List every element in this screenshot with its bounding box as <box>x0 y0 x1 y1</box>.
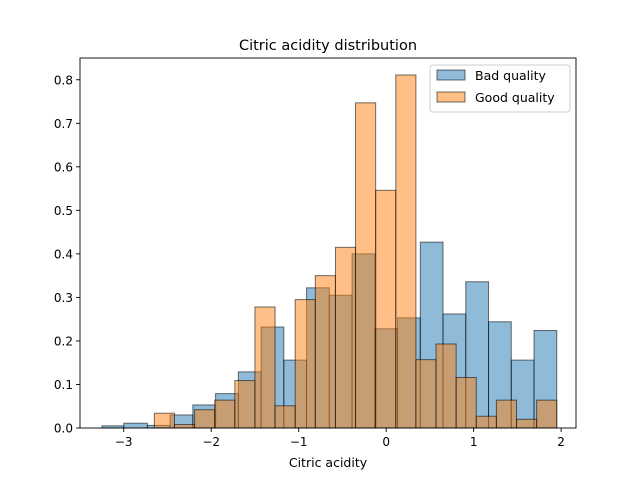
good-quality-bar <box>194 409 216 429</box>
legend-swatch-good-quality <box>436 91 466 103</box>
legend: Bad quality Good quality <box>429 64 571 113</box>
y-tick-label: 0.7 <box>54 117 73 131</box>
good-quality-bar <box>536 399 558 429</box>
good-quality-bar <box>173 424 196 429</box>
x-tick-label: 0 <box>382 435 390 449</box>
good-quality-bar <box>415 359 437 429</box>
y-tick-label: 0.4 <box>54 247 73 261</box>
y-axis-ticks: 0.0 0.1 0.2 0.3 0.4 0.5 0.6 0.7 0.8 <box>54 73 80 436</box>
good-quality-bar <box>516 418 538 429</box>
y-tick-label: 0.8 <box>54 73 73 87</box>
good-quality-bar <box>234 380 256 429</box>
good-quality-bar <box>375 189 397 429</box>
x-tick-label: 1 <box>470 435 478 449</box>
x-tick-label: −1 <box>290 435 308 449</box>
good-quality-bar <box>475 415 497 429</box>
x-axis-ticks: −3 −2 −1 0 1 2 <box>115 428 565 449</box>
x-tick-label: 2 <box>557 435 565 449</box>
y-tick-label: 0.2 <box>54 334 73 348</box>
x-tick-label: −2 <box>202 435 220 449</box>
bad-quality-bar <box>123 422 148 429</box>
good-quality-bar <box>153 412 175 429</box>
legend-label-bad-quality: Bad quality <box>475 68 547 83</box>
good-quality-bar <box>214 399 236 429</box>
plot-area-frame <box>79 57 577 429</box>
good-quality-bar <box>435 343 457 429</box>
good-quality-bars <box>153 74 558 429</box>
legend-swatch-bad-quality <box>436 69 466 81</box>
good-quality-bar <box>334 246 357 429</box>
good-quality-bar <box>355 102 377 429</box>
good-quality-bar <box>254 306 276 429</box>
x-axis-label: Citric acidity <box>289 455 368 470</box>
legend-label-good-quality: Good quality <box>475 90 555 105</box>
y-tick-label: 0.0 <box>54 422 73 436</box>
good-quality-bar <box>314 275 336 429</box>
x-tick-label: −3 <box>115 435 133 449</box>
y-tick-label: 0.5 <box>54 204 73 218</box>
y-tick-label: 0.3 <box>54 291 73 305</box>
y-tick-label: 0.6 <box>54 160 73 174</box>
good-quality-bar <box>274 405 296 429</box>
y-tick-label: 0.1 <box>54 378 73 392</box>
good-quality-bar <box>395 74 417 429</box>
good-quality-bar <box>455 377 477 429</box>
good-quality-bar <box>495 399 518 429</box>
good-quality-bar <box>294 299 316 429</box>
chart-title: Citric acidity distribution <box>239 38 417 54</box>
